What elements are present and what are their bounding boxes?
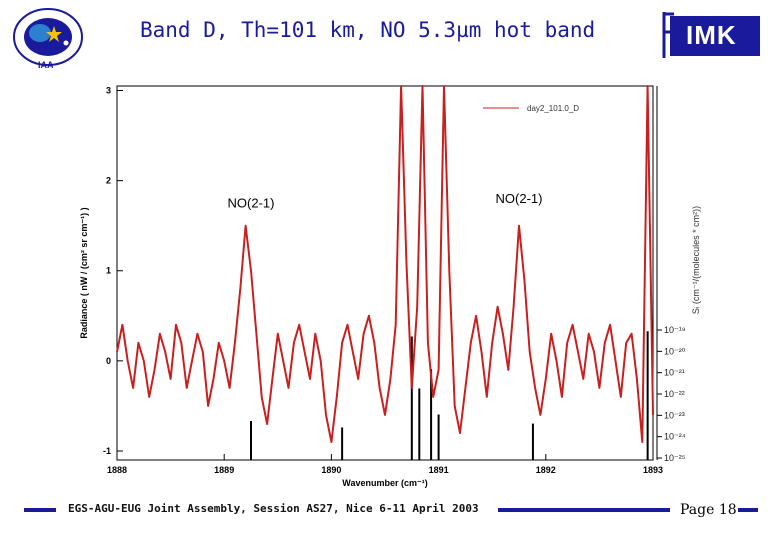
x-tick-label: 1889 [214,465,234,475]
y-tick-label: 0 [106,356,111,366]
footer-bar-left [24,508,56,512]
y2-tick-label: 10⁻²⁰ [664,346,686,356]
y2-axis-label: Sᵢ (cm⁻¹/(molecules * cm²)) [691,206,701,314]
footer-citation: EGS-AGU-EUG Joint Assembly, Session AS27… [68,502,479,515]
iaa-logo: IAA [6,4,98,74]
y-tick-label: -1 [103,446,111,456]
x-tick-label: 1890 [321,465,341,475]
imk-logo: IMK [656,8,764,62]
y2-tick-label: 10⁻¹⁹ [664,325,686,335]
annotation-label: NO(2-1) [496,191,543,206]
y2-tick-label: 10⁻²⁴ [664,432,686,442]
plot-frame [116,85,654,461]
y2-tick-label: 10⁻²¹ [664,368,685,378]
spectrum-chart: 1888 1889 1890 1891 1892 1893 -1 0 1 2 3 Wavenumber… [60,78,738,492]
x-tick-label: 1892 [536,465,556,475]
page-title: Band D, Th=101 km, NO 5.3µm hot band [140,18,596,42]
chart-svg: 1888 1889 1890 1891 1892 1893 -1 0 1 2 3 Wavenumber… [60,78,738,492]
x-tick-label: 1893 [643,465,663,475]
y2-tick-label: 10⁻²² [664,389,685,399]
x-tick-label: 1891 [429,465,449,475]
legend-label: day2_101.0_D [527,104,579,113]
iaa-logo-text: IAA [38,60,54,70]
y2-tick-label: 10⁻²⁵ [664,453,686,463]
x-axis-label: Wavenumber (cm⁻¹) [342,478,427,488]
annotation-label: NO(2-1) [228,196,275,211]
y-tick-label: 3 [106,86,111,96]
x-tick-label: 1888 [107,465,127,475]
y-tick-label: 1 [106,266,111,276]
y-axis-label: Radiance ( nW / (cm² sr cm⁻¹) ) [79,207,89,338]
imk-logo-text: IMK [686,20,737,50]
y2-tick-label: 10⁻²³ [664,410,685,420]
footer-bar-right [738,508,758,512]
footer-bar-mid [498,508,670,512]
page-number: Page 18 [680,502,737,518]
y-tick-label: 2 [106,176,111,186]
series-line-day2 [116,85,654,443]
